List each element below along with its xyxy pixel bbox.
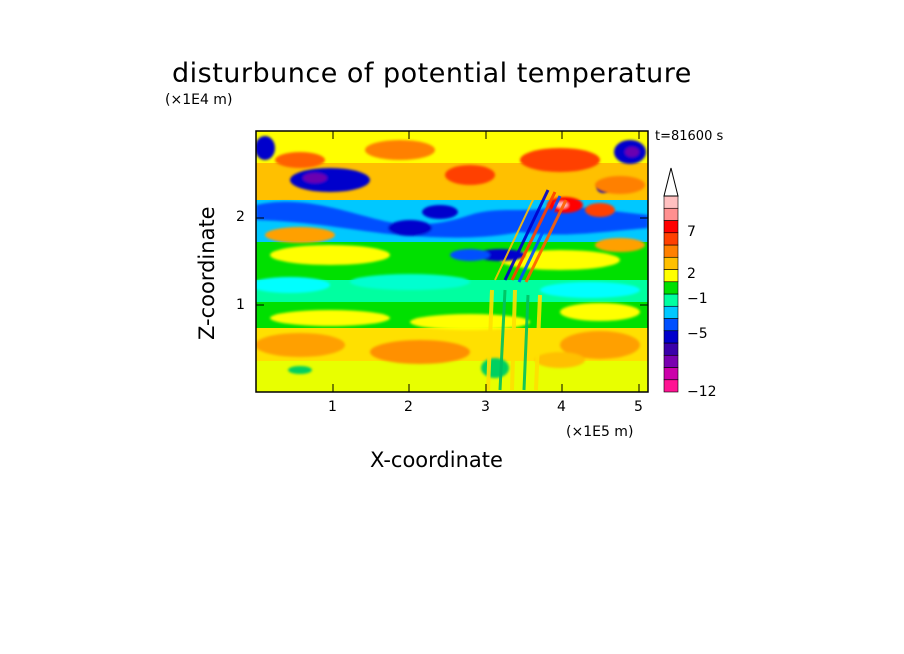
green-patch <box>481 358 509 378</box>
plot-frame <box>255 130 649 393</box>
colorbar-segment <box>663 256 679 270</box>
warm-patch <box>256 333 345 357</box>
colorbar-segment <box>663 195 679 209</box>
colorbar-segment <box>663 354 679 368</box>
dark-blue-blob <box>388 220 432 236</box>
orange-blob <box>365 140 435 160</box>
y-ticks <box>256 217 648 306</box>
red-blob <box>585 203 615 217</box>
colorbar-segment <box>663 342 679 356</box>
red-blob <box>275 152 325 168</box>
colorbar-segment <box>663 379 679 393</box>
yellow-patch <box>410 314 530 330</box>
colorbar-segment <box>663 318 679 332</box>
dark-blue-blob <box>290 168 370 192</box>
colorbar-segment <box>663 330 679 344</box>
x-tick-label: 3 <box>481 399 490 415</box>
yellow-patch <box>270 310 390 326</box>
colorbar-tick-label: −5 <box>687 326 708 342</box>
band-surface <box>256 360 648 392</box>
x-axis-label: X-coordinate <box>370 448 503 472</box>
dark-blue-blob <box>422 205 458 219</box>
purple-blob <box>625 147 639 157</box>
x-tick-label: 5 <box>634 399 643 415</box>
cyan-patch <box>540 282 640 298</box>
colorbar-segment <box>663 293 679 307</box>
dark-blue-blob <box>256 136 275 160</box>
y-tick-label: 2 <box>236 209 245 225</box>
chart-title: disturbunce of potential temperature <box>172 58 692 89</box>
orange-blob <box>595 176 645 194</box>
colorbar-segment <box>663 367 679 381</box>
time-label: t=81600 s <box>655 129 724 144</box>
colorbar-segment <box>663 232 679 246</box>
colorbar-segment <box>663 281 679 295</box>
orange-patch <box>595 238 645 252</box>
colorbar-segment <box>663 269 679 283</box>
orange-patch <box>265 227 335 243</box>
cyan-patch <box>256 277 330 293</box>
colorbar-segment <box>663 207 679 221</box>
yellow-patch <box>500 250 620 270</box>
red-blob <box>445 165 495 185</box>
contour-field <box>256 131 648 392</box>
warm-patch <box>370 340 470 364</box>
colorbar-segment <box>663 220 679 234</box>
blue-band <box>256 201 648 238</box>
colorbar-tick-label: −12 <box>687 384 717 400</box>
colorbar-segment <box>663 305 679 319</box>
dark-blue-blob <box>475 249 525 261</box>
blue-blob <box>450 249 490 261</box>
colorbar <box>663 167 679 393</box>
x-unit-label: (×1E5 m) <box>566 424 634 440</box>
x-ticks <box>332 131 640 392</box>
colorbar-tick-label: 2 <box>687 266 696 282</box>
wave-stripes <box>486 184 568 391</box>
cyan-patch <box>350 274 470 290</box>
yellow-patch <box>560 303 640 321</box>
colorbar-tick-label: −1 <box>687 291 708 307</box>
x-tick-label: 4 <box>557 399 566 415</box>
x-tick-label: 1 <box>328 399 337 415</box>
purple-blob <box>303 173 327 183</box>
colorbar-segment <box>663 244 679 258</box>
colorbar-tick-label: 7 <box>687 224 696 240</box>
warm-patch <box>560 331 640 359</box>
yellow-patch <box>270 245 390 265</box>
y-unit-label: (×1E4 m) <box>165 92 233 108</box>
x-tick-label: 2 <box>404 399 413 415</box>
warm-patch <box>535 352 585 368</box>
green-patch <box>288 366 312 374</box>
red-blob <box>520 148 600 172</box>
colorbar-extend-arrow <box>663 167 679 197</box>
y-tick-label: 1 <box>236 297 245 313</box>
